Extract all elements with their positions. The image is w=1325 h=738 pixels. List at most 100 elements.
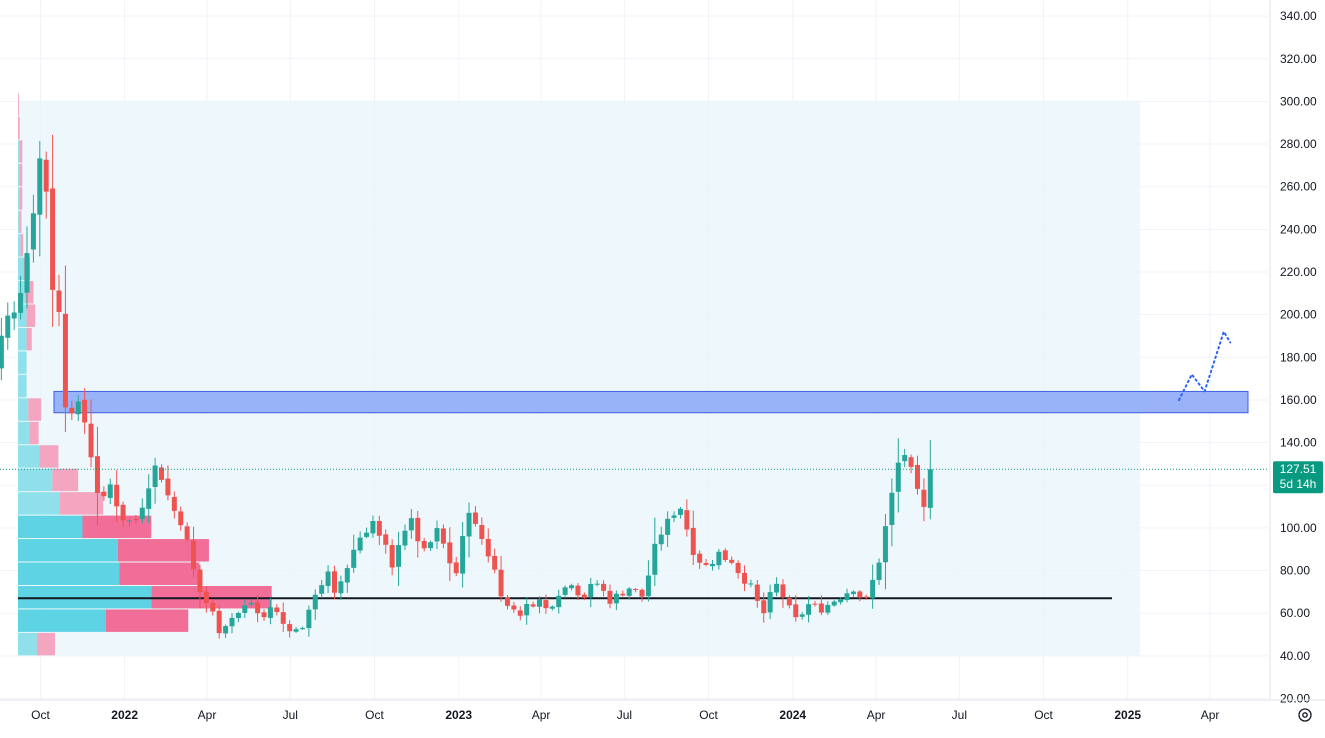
vp-up-bar (18, 163, 20, 187)
candle-body (838, 599, 844, 603)
candle-body (69, 407, 75, 414)
candle-body (274, 607, 280, 613)
candle-body (376, 521, 382, 536)
price-badge-bg (1273, 461, 1323, 494)
candle-body (703, 562, 709, 565)
candle-body (184, 526, 190, 540)
vp-down-bar (19, 140, 23, 163)
candle-body (613, 593, 619, 604)
candle-body (876, 562, 882, 580)
candle-body (43, 159, 49, 192)
vp-down-bar (59, 492, 104, 515)
candle-body (50, 188, 56, 290)
candle-body (780, 584, 786, 598)
candle-body (466, 512, 472, 537)
candle-body (223, 626, 229, 634)
candle-body (165, 478, 171, 496)
candle-body (453, 562, 459, 574)
candle-body (735, 562, 741, 574)
vp-down-bar (26, 327, 32, 351)
candle-body (159, 467, 165, 480)
candle-body (370, 521, 376, 534)
price-tick-label: 20.00 (1280, 692, 1310, 706)
candle-body (658, 534, 664, 545)
candle-body (357, 537, 363, 551)
candle-body (479, 524, 485, 540)
candle-body (94, 456, 100, 493)
vp-up-bar (18, 445, 40, 468)
price-tick-label: 300.00 (1280, 94, 1317, 108)
vp-up-bar (18, 468, 53, 492)
candle-body (248, 602, 254, 605)
candle-body (818, 603, 824, 613)
candle-body (722, 550, 728, 561)
candle-body (299, 628, 305, 630)
candle-body (396, 545, 402, 567)
candle-body (774, 583, 780, 593)
vp-down-bar (26, 304, 36, 327)
candle-body (799, 614, 805, 617)
candle-body (402, 530, 408, 546)
candle-body (793, 604, 799, 618)
candle-body (633, 588, 639, 590)
candle-body (107, 484, 113, 498)
vp-down-bar (82, 515, 152, 539)
time-axis[interactable]: Oct 2022 Apr Jul Oct 2023 Apr Jul Oct 2024 Apr Jul O… (31, 708, 1219, 722)
price-tick-label: 200.00 (1280, 308, 1317, 322)
vp-down-bar (28, 398, 42, 421)
candle-body (908, 457, 914, 467)
volume-profile-range-background (18, 101, 1140, 656)
candle-body (338, 581, 344, 594)
vp-down-bar (119, 562, 200, 585)
candle-body (786, 598, 792, 606)
vp-up-bar (18, 374, 27, 398)
candle-body (831, 601, 837, 606)
candle-body (594, 583, 600, 585)
candle-body (767, 592, 773, 613)
vp-down-bar (20, 234, 24, 257)
gear-icon[interactable] (1297, 707, 1313, 723)
candle-body (18, 293, 24, 313)
price-tick-label: 240.00 (1280, 222, 1317, 236)
candle-body (472, 512, 478, 524)
candle-body (11, 312, 17, 319)
candle-body (562, 587, 568, 595)
vp-down-bar (105, 609, 189, 632)
candle-body (62, 313, 68, 408)
price-tick-label: 100.00 (1280, 521, 1317, 535)
time-tick-label: Jul (283, 708, 298, 722)
price-tick-label: 160.00 (1280, 393, 1317, 407)
projection-path (1178, 329, 1232, 401)
candle-body (82, 399, 88, 423)
candle-body (863, 596, 869, 598)
candle-body (351, 549, 357, 568)
candle-body (620, 593, 626, 596)
vp-up-bar (18, 327, 27, 351)
vp-up-bar (18, 515, 83, 539)
vp-up-bar (18, 304, 27, 327)
candle-body (870, 579, 876, 599)
candle-body (537, 599, 543, 607)
candle-body (671, 515, 677, 518)
candle-body (889, 492, 895, 525)
candle-body (927, 469, 933, 508)
candle-body (216, 610, 222, 634)
candle-body (485, 538, 491, 557)
candle-body (652, 543, 658, 575)
vp-down-bar (39, 445, 59, 468)
price-tick-label: 60.00 (1280, 606, 1310, 620)
time-tick-label: 2024 (779, 708, 806, 722)
candle-body (921, 489, 927, 507)
candle-body (504, 597, 510, 606)
time-tick-label: Apr (532, 708, 551, 722)
vp-up-bar (18, 421, 30, 445)
candle-body (690, 527, 696, 555)
candle-body (492, 555, 498, 570)
candle-body (146, 488, 152, 509)
candle-body (825, 604, 831, 613)
candle-body (280, 612, 286, 624)
candle-body (210, 602, 216, 612)
vp-up-bar (18, 234, 21, 257)
